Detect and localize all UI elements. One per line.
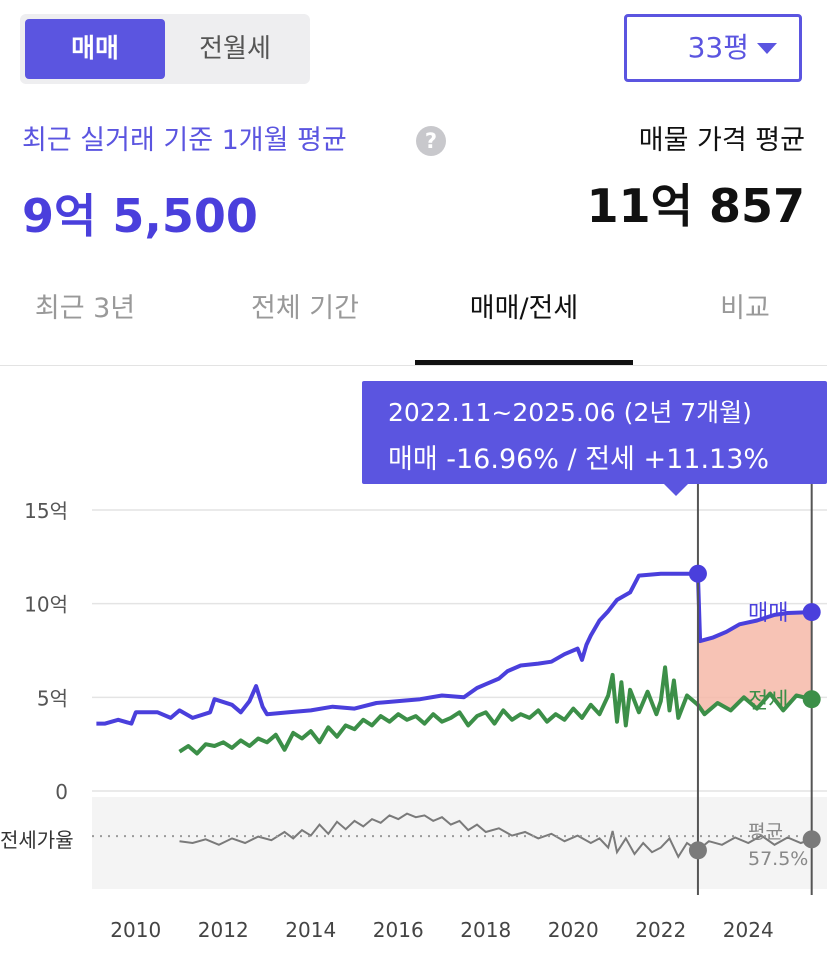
recent-average-value: 9억 5,500	[22, 189, 258, 243]
jeonse-series-label: 전세	[748, 689, 788, 714]
sale-series-label: 매매	[748, 601, 788, 626]
y-tick-label: 15억	[24, 499, 68, 523]
sale-tab-button[interactable]: 매매	[25, 19, 165, 79]
listing-average-label: 매물 가격 평균	[638, 125, 805, 156]
tab-compare[interactable]: 비교	[720, 293, 770, 324]
sale-range-start-point	[688, 564, 707, 583]
x-tick-label: 2014	[285, 918, 336, 942]
active-tab-indicator	[415, 360, 633, 365]
help-icon[interactable]: ?	[416, 126, 446, 156]
jeonse-series-line	[178, 665, 813, 756]
sale-series-line	[96, 571, 812, 726]
x-tick-label: 2024	[723, 918, 774, 942]
tab-sale-jeonse[interactable]: 매매/전세	[469, 293, 579, 324]
deal-type-segment: 매매 전월세	[20, 14, 310, 84]
x-tick-label: 2012	[198, 918, 249, 942]
jeonse-latest-point	[802, 690, 821, 709]
x-tick-label: 2016	[373, 918, 424, 942]
ratio-average-value: 57.5%	[748, 848, 808, 870]
tab-recent-3y[interactable]: 최근 3년	[34, 293, 136, 324]
sale-latest-point	[802, 603, 821, 622]
x-tick-label: 2020	[548, 918, 599, 942]
tooltip-arrow	[664, 484, 688, 496]
chevron-down-icon	[757, 43, 777, 54]
size-select[interactable]: 33평	[624, 14, 802, 82]
range-fill-area	[697, 573, 812, 715]
period-tabs: 최근 3년 전체 기간 매매/전세 비교	[0, 265, 827, 366]
x-tick-label: 2018	[460, 918, 511, 942]
range-tooltip: 2022.11~2025.06 (2년 7개월) 매매 -16.96% / 전세…	[362, 381, 827, 484]
recent-average-label: 최근 실거래 기준 1개월 평균	[22, 125, 347, 156]
x-tick-label: 2022	[635, 918, 686, 942]
tab-all-period[interactable]: 전체 기간	[251, 293, 359, 324]
ratio-series-line	[179, 812, 813, 859]
y-tick-label: 5억	[37, 686, 68, 710]
y-tick-label: 10억	[24, 593, 68, 617]
ratio-panel-label: 전세가율	[0, 828, 74, 852]
tooltip-period: 2022.11~2025.06 (2년 7개월)	[388, 398, 752, 427]
rent-tab-button[interactable]: 전월세	[199, 34, 271, 64]
x-tick-label: 2010	[110, 918, 161, 942]
ratio-range-start-point	[688, 841, 707, 860]
tooltip-change: 매매 -16.96% / 전세 +11.13%	[388, 444, 770, 475]
ratio-latest-point	[802, 830, 821, 849]
listing-average-value: 11억 857	[586, 179, 805, 233]
size-select-value: 33평	[687, 31, 749, 64]
y-tick-label: 0	[55, 780, 68, 804]
ratio-average-label: 평균	[748, 821, 783, 843]
